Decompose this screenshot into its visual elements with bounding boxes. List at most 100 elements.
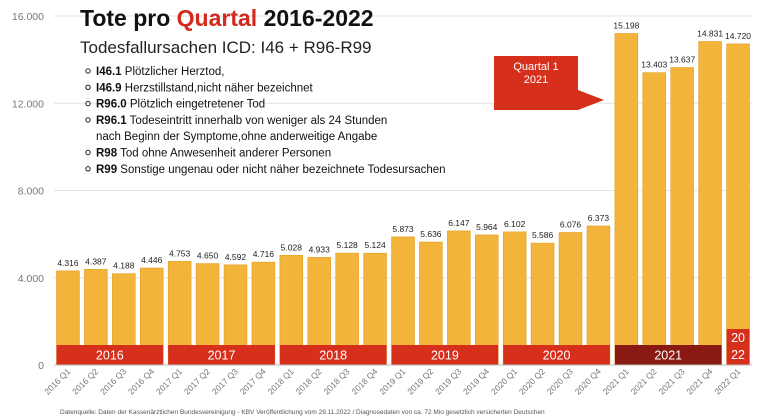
- x-tick-label: 2021 Q2: [629, 366, 659, 396]
- x-tick-label: 2018 Q4: [349, 366, 379, 396]
- bullet-icon: [85, 166, 91, 172]
- x-tick-label: 2017 Q4: [238, 366, 268, 396]
- bullet-icon: [85, 84, 91, 91]
- x-tick-label: 2018 Q3: [321, 366, 351, 396]
- x-tick-label: 2021 Q1: [601, 366, 631, 396]
- bullet-icon: [85, 149, 91, 156]
- icd-code: R99: [96, 164, 117, 176]
- x-tick-label: 2020 Q2: [517, 366, 547, 396]
- year-band: [726, 345, 750, 365]
- data-label: 5.586: [532, 230, 554, 240]
- y-tick-label: 16.000: [12, 11, 44, 23]
- bar: [642, 72, 667, 366]
- data-label: 13.637: [669, 55, 695, 65]
- x-tick-label: 2018 Q2: [294, 366, 324, 396]
- data-label: 5.128: [337, 240, 359, 250]
- year-label: 20: [731, 331, 745, 345]
- data-label: 4.188: [113, 261, 135, 271]
- icd-description: Todeseintritt innerhalb von weniger als …: [127, 115, 388, 127]
- x-tick-label: 2018 Q1: [266, 366, 296, 396]
- callout-line1: Quartal 1: [513, 61, 558, 73]
- x-tick-label: 2019 Q4: [461, 366, 491, 396]
- bar: [726, 43, 750, 366]
- icd-code: I46.9: [96, 82, 122, 94]
- bar: [698, 41, 722, 366]
- legend-item: I46.1 Plötzlicher Herztod,: [96, 66, 224, 78]
- icd-description: Plötzlich eingetretener Tod: [127, 99, 266, 111]
- x-tick-label: 2021 Q4: [684, 366, 714, 396]
- bullet-icon: [85, 68, 91, 74]
- x-tick-label: 2017 Q3: [210, 366, 240, 396]
- icd-code: R98: [96, 148, 118, 160]
- year-band: [614, 345, 722, 365]
- year-band: [503, 345, 610, 365]
- x-tick-label: 2019 Q3: [433, 366, 463, 396]
- data-label: 5.873: [392, 224, 414, 234]
- year-label: 2016: [96, 349, 124, 363]
- data-label: 6.102: [504, 219, 526, 229]
- title-suffix: 2016-2022: [257, 5, 373, 31]
- year-label: 22: [731, 348, 745, 362]
- icd-description: nach Beginn der Symptome,ohne anderweiti…: [96, 131, 377, 143]
- chart-title: Tote pro Quartal 2016-2022: [80, 5, 374, 31]
- x-tick-label: 2020 Q1: [489, 366, 519, 396]
- year-band: [279, 345, 387, 365]
- data-label: 5.124: [364, 240, 386, 250]
- x-tick-label: 2019 Q2: [405, 366, 435, 396]
- icd-code: R96.0: [96, 99, 127, 111]
- bullet-icon: [85, 117, 91, 123]
- data-label: 14.720: [725, 31, 751, 41]
- callout-line2: 2021: [524, 74, 548, 86]
- x-tick-label: 2019 Q1: [377, 366, 407, 396]
- year-band: [391, 345, 499, 365]
- source-note: Datenquelle: Daten der Kassenärztlichen …: [60, 409, 545, 416]
- title-prefix: Tote pro: [80, 5, 177, 31]
- icd-description: Plötzlicher Herztod,: [122, 66, 225, 78]
- bar: [586, 225, 611, 366]
- x-tick-label: 2020 Q4: [573, 366, 603, 396]
- year-label: 2018: [319, 349, 347, 363]
- icd-description: Tod ohne Anwesenheit anderer Personen: [117, 148, 331, 160]
- bar: [670, 67, 694, 366]
- data-label: 13.403: [641, 60, 667, 70]
- x-tick-label: 2016 Q3: [98, 366, 128, 396]
- x-tick-label: 2016 Q4: [126, 366, 156, 396]
- legend-item: I46.9 Herzstillstand,nicht näher bezeich…: [96, 82, 314, 94]
- legend-item: R99 Sonstige ungenau oder nicht näher be…: [96, 164, 446, 176]
- data-label: 4.650: [197, 251, 219, 261]
- data-label: 6.373: [588, 213, 610, 223]
- bar: [614, 33, 639, 366]
- x-tick-label: 2017 Q2: [182, 366, 212, 396]
- data-label: 5.964: [476, 222, 498, 232]
- x-tick-label: 2016 Q1: [42, 366, 72, 396]
- data-label: 4.592: [225, 252, 247, 262]
- legend-item: R96.0 Plötzlich eingetretener Tod: [96, 99, 265, 111]
- legend-item: R98 Tod ohne Anwesenheit anderer Persone…: [96, 148, 331, 160]
- y-tick-label: 4.000: [18, 273, 44, 285]
- bullet-icon: [85, 100, 91, 107]
- y-tick-label: 0: [38, 360, 44, 372]
- y-tick-label: 12.000: [12, 98, 44, 110]
- bar: [447, 230, 471, 366]
- data-label: 5.636: [420, 229, 442, 239]
- year-label: 2020: [543, 349, 571, 363]
- data-label: 4.933: [309, 244, 331, 254]
- legend-item: R96.1 Todeseintritt innerhalb von wenige…: [96, 115, 387, 127]
- year-label: 2021: [654, 349, 682, 363]
- x-tick-label: 2017 Q1: [154, 366, 184, 396]
- data-label: 6.147: [448, 218, 470, 228]
- chart-subtitle: Todesfallursachen ICD: I46 + R96-R99: [80, 38, 372, 57]
- icd-code: R96.1: [96, 115, 127, 127]
- x-tick-label: 2021 Q3: [656, 366, 686, 396]
- data-label: 15.198: [613, 20, 639, 30]
- year-label: 2019: [431, 349, 459, 363]
- x-tick-label: 2020 Q3: [545, 366, 575, 396]
- year-band: [56, 345, 164, 365]
- title-highlight: Quartal: [177, 5, 258, 31]
- x-tick-label: 2016 Q2: [70, 366, 100, 396]
- icd-description: Sonstige ungenau oder nicht näher bezeic…: [117, 164, 445, 176]
- data-label: 4.753: [169, 248, 191, 258]
- data-label: 14.831: [697, 28, 723, 38]
